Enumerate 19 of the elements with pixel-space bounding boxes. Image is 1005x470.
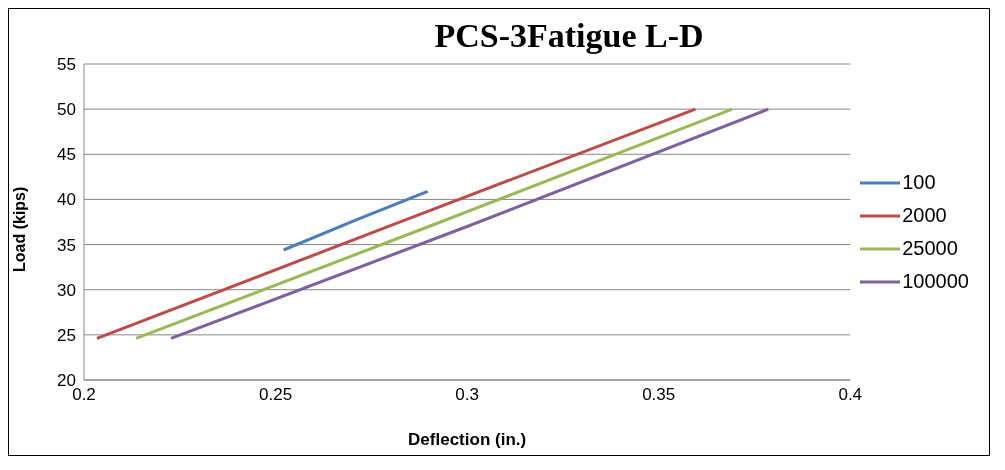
- x-tick-label: 0.3: [455, 385, 479, 405]
- y-tick-label: 45: [57, 145, 76, 165]
- y-tick-label: 40: [57, 190, 76, 210]
- y-tick-label: 50: [57, 100, 76, 120]
- x-tick-label: 0.25: [259, 385, 293, 405]
- legend-label: 100: [902, 171, 936, 194]
- legend-label: 100000: [902, 270, 969, 293]
- y-tick-label: 55: [57, 55, 76, 75]
- chart-title: PCS-3Fatigue L-D: [433, 17, 705, 55]
- y-tick-label: 35: [57, 235, 76, 255]
- y-tick-label: 25: [57, 325, 76, 345]
- y-tick-label: 30: [57, 280, 76, 300]
- x-tick-label: 0.4: [838, 385, 863, 405]
- legend-label: 25000: [902, 237, 958, 260]
- x-tick-label: 0.2: [72, 385, 96, 405]
- x-tick-label: 0.35: [642, 385, 676, 405]
- x-axis-title: Deflection (in.): [408, 430, 527, 449]
- legend-label: 2000: [902, 204, 947, 227]
- y-axis-title: Load (kips): [10, 186, 28, 272]
